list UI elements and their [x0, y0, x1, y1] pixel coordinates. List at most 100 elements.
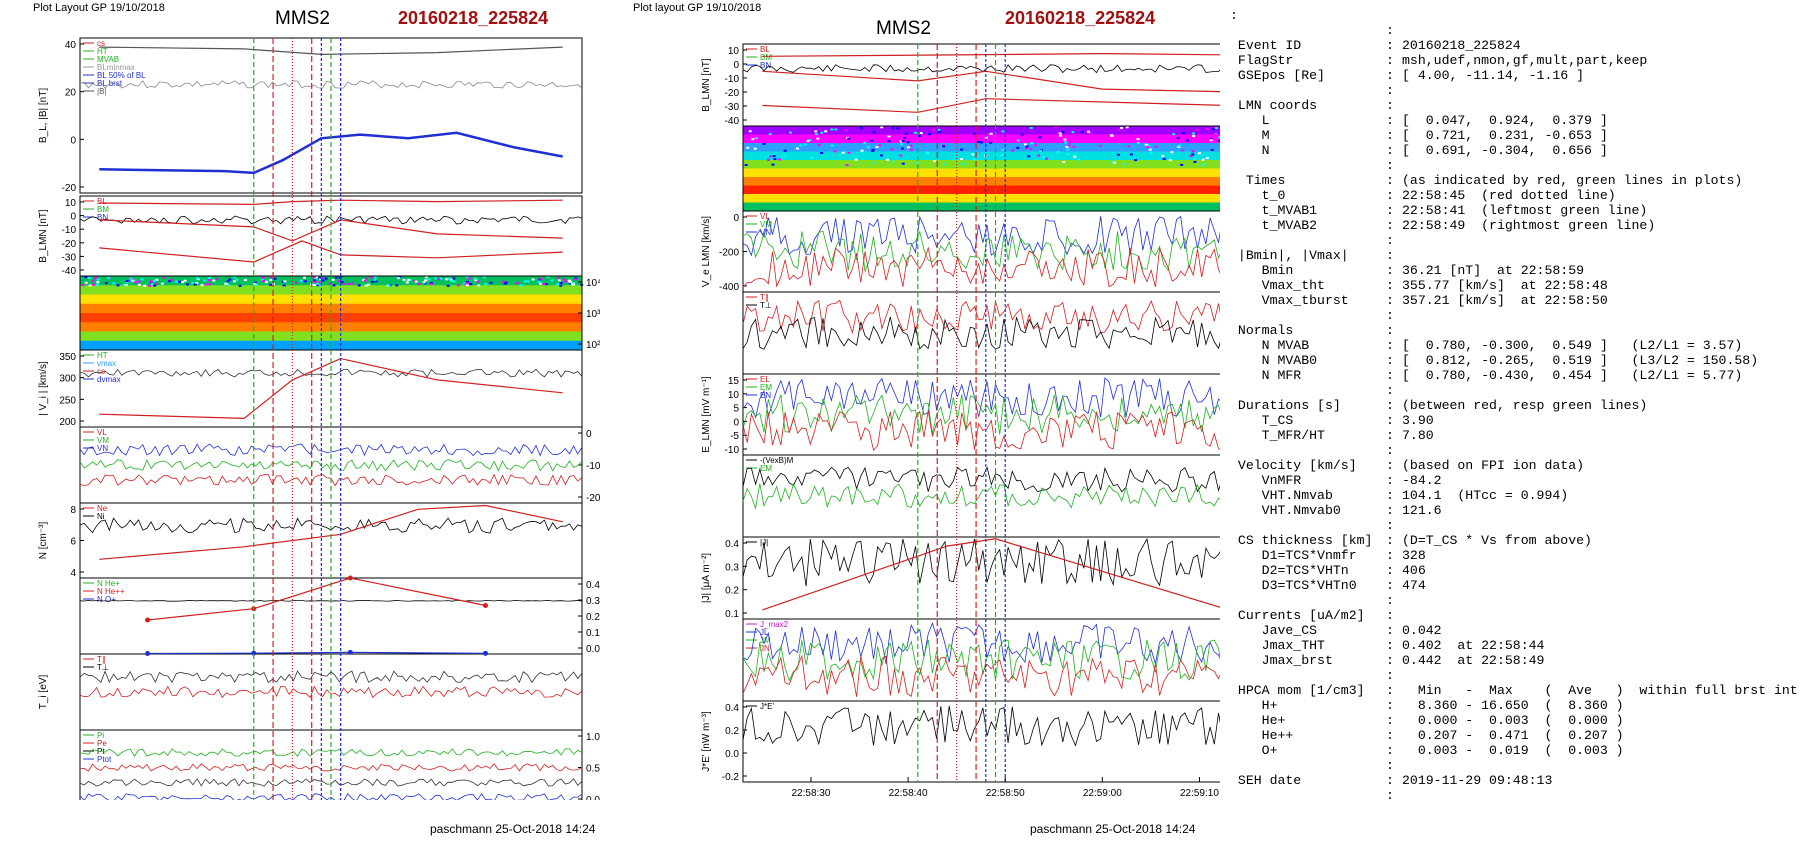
summary-colon: :	[1386, 158, 1394, 173]
spectrogram-noise	[1177, 144, 1181, 147]
spectrogram-noise	[1112, 161, 1116, 164]
spectrogram-noise	[312, 276, 316, 279]
spectrogram-noise	[1209, 138, 1213, 141]
legend-entry: VN	[760, 228, 771, 237]
spectrogram-noise	[195, 277, 199, 280]
spectrogram-noise	[526, 280, 530, 283]
spectrogram-noise	[1214, 133, 1218, 136]
panel-1: 10⁴10³10²10¹Energy (eV)	[742, 125, 1220, 212]
spectrogram-noise	[142, 284, 146, 287]
summary-label: CS thickness [km]	[1230, 533, 1373, 548]
spectrogram-noise	[1218, 136, 1220, 139]
spectrogram-noise	[820, 151, 824, 154]
y-axis-label: J*E' [nW m⁻³]	[701, 711, 712, 772]
spectrogram-noise	[986, 133, 990, 136]
summary-row: :	[1230, 83, 1798, 98]
trace-line	[79, 459, 583, 472]
spectrogram-noise	[200, 284, 204, 287]
y-tick-label: 0	[733, 60, 739, 71]
spectrogram-noise	[81, 284, 85, 287]
summary-label: t_0	[1230, 188, 1286, 203]
spectrogram-noise	[1030, 142, 1034, 145]
y-tick-label: -20	[62, 183, 77, 194]
spectrogram-noise	[1146, 144, 1150, 147]
spectrogram-noise	[833, 150, 837, 153]
spectrogram-noise	[204, 283, 208, 286]
spectrogram-noise	[573, 278, 577, 281]
spectrogram-noise	[264, 281, 268, 284]
y-tick-label: 40	[65, 40, 77, 51]
y-tick-label: 0.4	[586, 580, 600, 591]
spectrogram-noise	[367, 283, 371, 286]
spectrogram-noise	[550, 279, 554, 282]
legend-entry: JL	[760, 628, 769, 637]
spectrogram-noise	[87, 276, 91, 279]
spectrogram-noise	[871, 149, 875, 152]
summary-row: Jmax_THT:0.402 at 22:58:44	[1230, 638, 1798, 653]
spectrogram-noise	[1189, 155, 1193, 158]
spectrogram-noise	[1001, 149, 1005, 152]
spectrogram-noise	[989, 141, 993, 144]
spectrogram-noise	[751, 138, 755, 141]
spectrogram-noise	[434, 277, 438, 280]
summary-value: -84.2	[1402, 473, 1442, 488]
spectrogram-noise	[1024, 147, 1028, 150]
series-bn	[762, 98, 1220, 113]
spectrogram-noise	[260, 278, 264, 281]
spectrogram-noise	[406, 279, 410, 282]
spectrogram-noise	[830, 144, 834, 147]
y-tick-label: 0	[733, 213, 739, 224]
x-tick-label: 22:58:50	[986, 788, 1025, 799]
legend-entry: |B|	[97, 87, 107, 96]
summary-row: D1=TCS*Vnmfr:328	[1230, 548, 1798, 563]
spectrogram-noise	[1138, 137, 1142, 140]
summary-row: :	[1230, 23, 1798, 38]
summary-label: T_CS	[1230, 413, 1294, 428]
spectrogram-noise	[370, 276, 374, 279]
spectrogram-noise	[1029, 147, 1033, 150]
spectrogram-noise	[866, 146, 870, 149]
summary-row: D3=TCS*VHTn0:474	[1230, 578, 1798, 593]
spectrogram-noise	[837, 141, 841, 144]
summary-colon: :	[1386, 608, 1394, 623]
summary-colon: :	[1386, 248, 1394, 263]
spectrogram-noise	[93, 277, 97, 280]
spectrogram-noise	[572, 282, 576, 285]
y-axis-label: | V_i | [km/s]	[38, 361, 49, 416]
summary-colon: :	[1386, 623, 1394, 638]
summary-label	[1230, 23, 1386, 38]
spectrogram-noise	[531, 278, 535, 281]
spectrogram-noise	[154, 282, 158, 285]
spectrogram-noise	[436, 278, 440, 281]
spectrogram-noise	[891, 127, 895, 130]
spectrogram-noise	[744, 164, 748, 167]
spectrogram-noise	[1168, 159, 1172, 162]
summary-colon: :	[1386, 338, 1394, 353]
summary-colon: :	[1386, 503, 1394, 518]
spectrogram-noise	[227, 283, 231, 286]
y-tick-label: 0.2	[725, 726, 739, 737]
data-point	[145, 651, 151, 657]
spectrogram-noise	[131, 279, 135, 282]
spectrogram-noise	[1064, 141, 1068, 144]
spectrogram-noise	[860, 149, 864, 152]
y-axis-label: E_LMN [mV m⁻¹]	[701, 376, 712, 453]
summary-colon: :	[1386, 458, 1394, 473]
spectrogram-noise	[834, 128, 838, 131]
y-tick-label: 0.4	[725, 539, 739, 550]
spectrogram-noise	[904, 132, 908, 135]
summary-label: D2=TCS*VHTn	[1230, 563, 1349, 578]
spectrogram-noise	[370, 280, 374, 283]
spectrogram-noise	[203, 279, 207, 282]
spectrogram-noise	[1025, 145, 1029, 148]
spectrogram-noise	[148, 284, 152, 287]
spectrogram-noise	[465, 284, 469, 287]
spectrogram-noise	[841, 151, 845, 154]
summary-colon: :	[1386, 53, 1394, 68]
spectrogram-noise	[439, 277, 443, 280]
spectrogram-noise	[559, 284, 563, 287]
spectrogram-noise	[782, 155, 786, 158]
spectrogram-noise	[482, 276, 486, 279]
spectrogram-noise	[364, 284, 368, 287]
spectrogram-noise	[413, 280, 417, 283]
